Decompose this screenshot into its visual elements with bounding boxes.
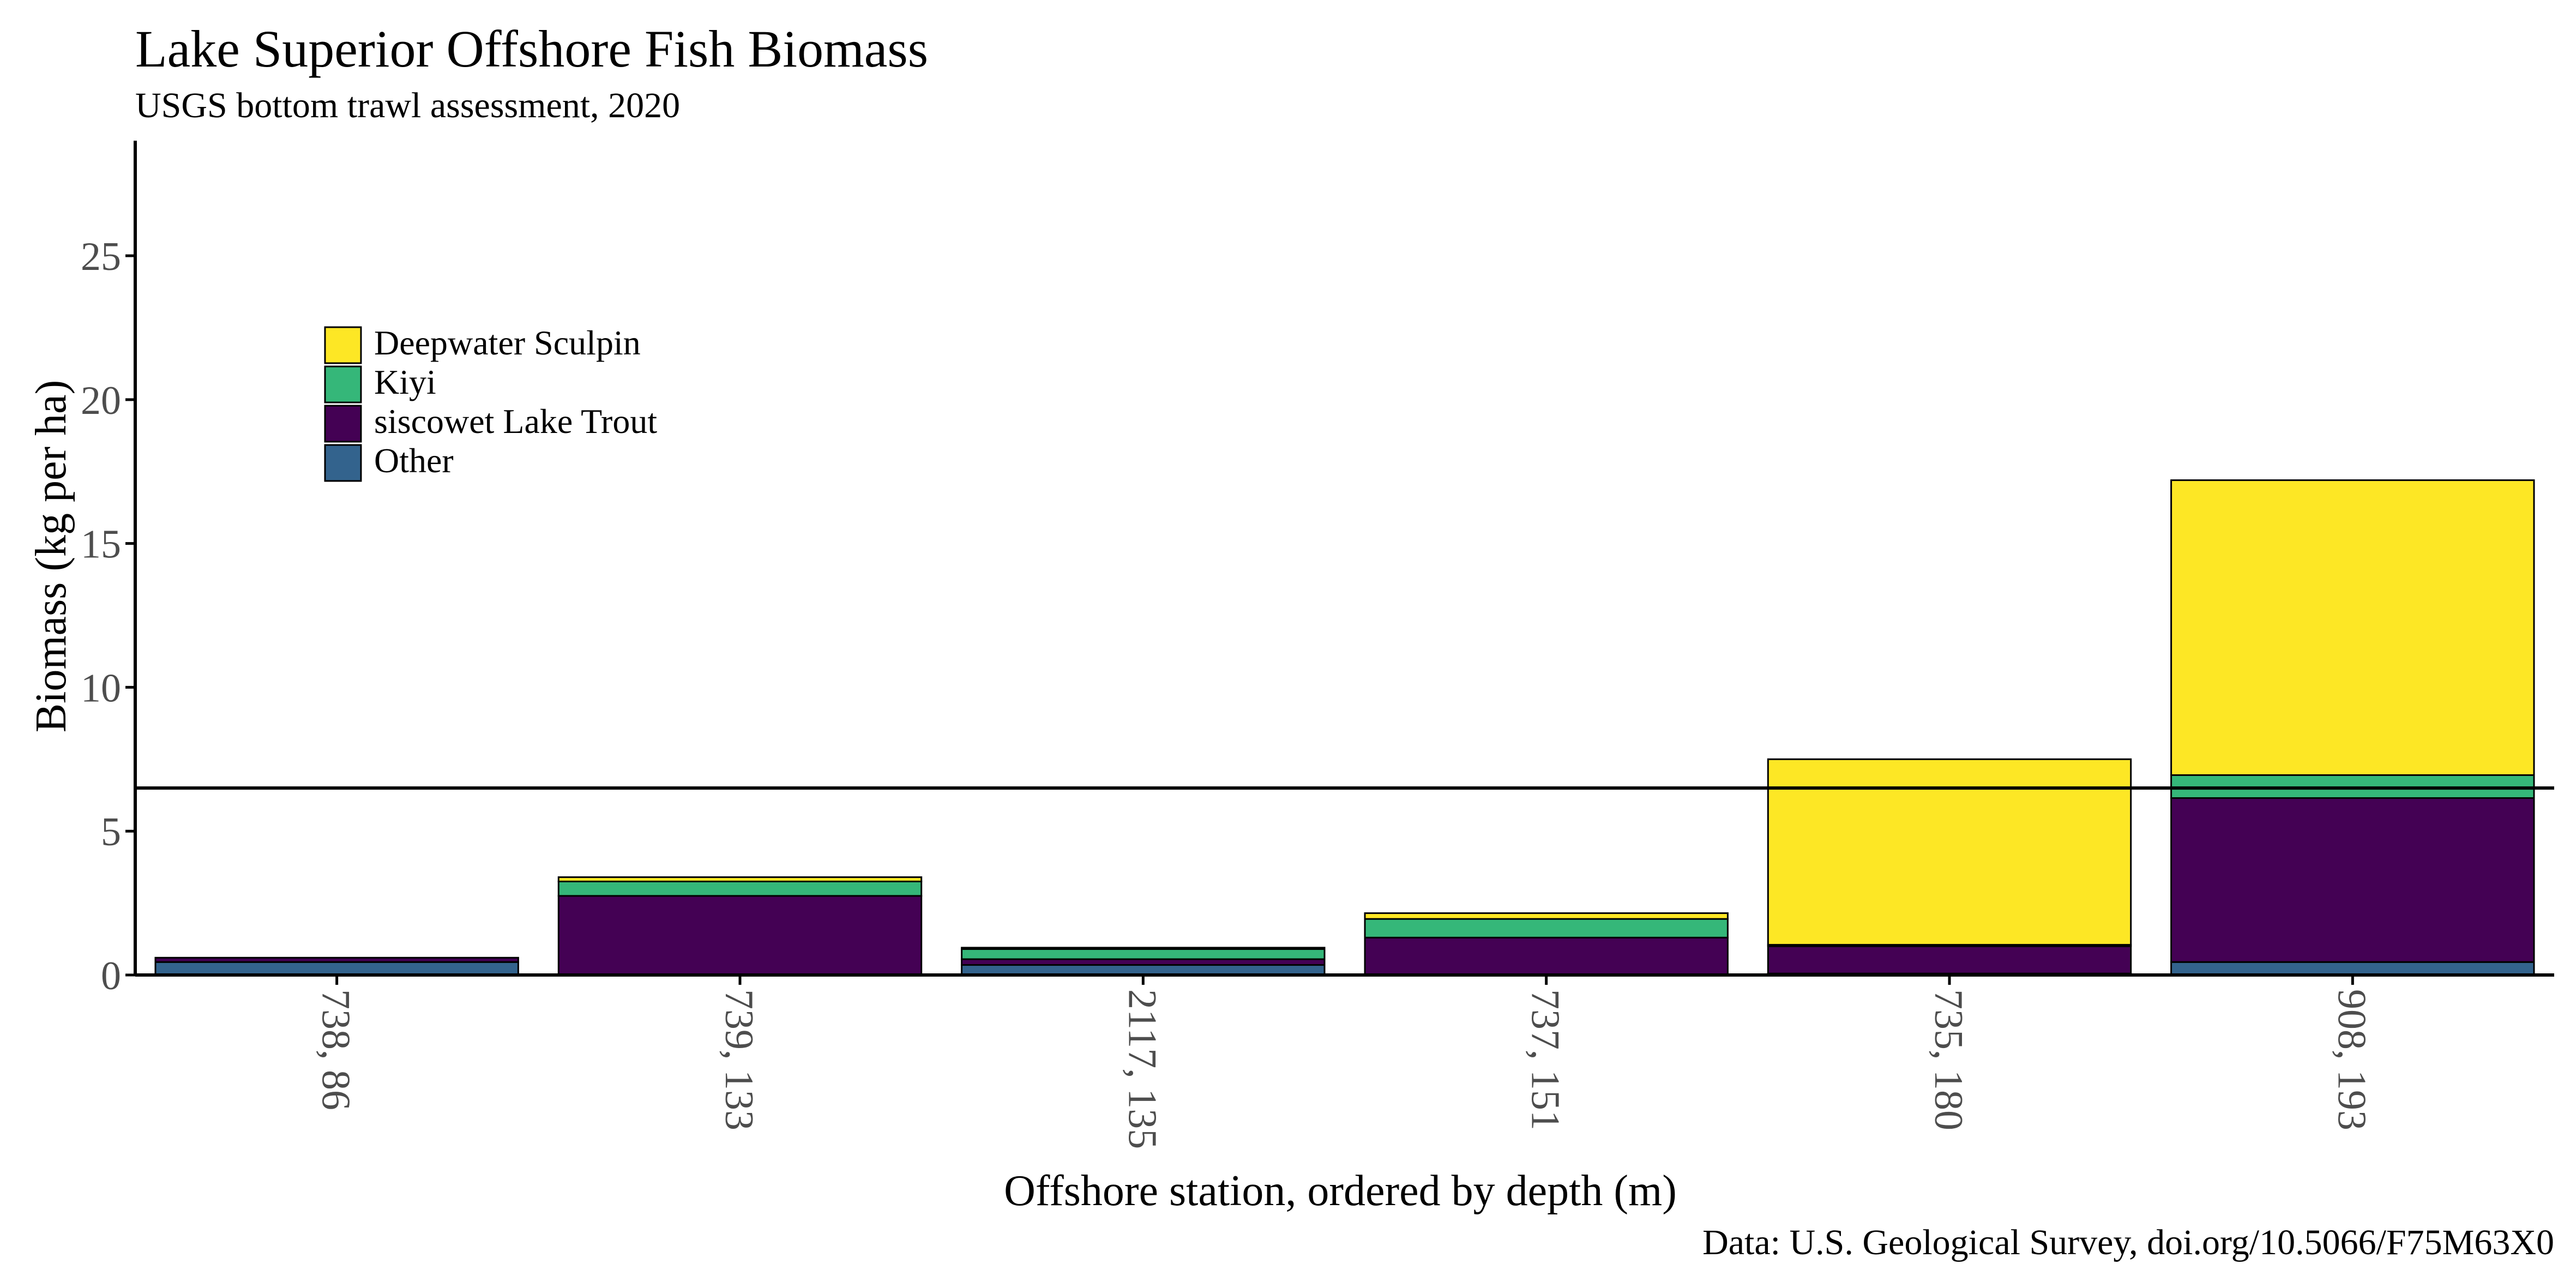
y-tick-label: 10 — [81, 666, 121, 711]
bar-segment — [961, 958, 1326, 966]
chart-caption: Data: U.S. Geological Survey, doi.org/10… — [1702, 1223, 2554, 1262]
bar-segment — [2170, 961, 2535, 976]
bar-segment — [2170, 797, 2535, 963]
bar-segment — [557, 881, 923, 897]
bar-segment — [1767, 945, 2132, 974]
chart-title: Lake Superior Offshore Fish Biomass — [135, 20, 928, 78]
y-axis-label: Biomass (kg per ha) — [27, 380, 75, 733]
legend-key — [324, 365, 362, 404]
legend-key — [324, 444, 362, 482]
x-axis: 738, 86 739, 133 2117, 135 737, 151 735, 180… — [135, 973, 2554, 1149]
bar-segment — [154, 961, 519, 976]
bar-segment — [1767, 758, 2132, 946]
y-tick-label: 25 — [81, 234, 121, 279]
legend-key — [324, 405, 362, 443]
x-axis-label: Offshore station, ordered by depth (m) — [1004, 1167, 1677, 1215]
chart-subtitle: USGS bottom trawl assessment, 2020 — [135, 86, 680, 125]
x-tick-label: 737, 151 — [1523, 989, 1568, 1130]
y-tick-label: 15 — [81, 522, 121, 567]
x-tick-label: 738, 86 — [314, 989, 358, 1110]
y-tick-label: 20 — [81, 378, 121, 423]
bar-segment — [557, 895, 923, 976]
legend-label: Kiyi — [374, 363, 436, 401]
y-tick-label: 5 — [101, 810, 121, 854]
bar-segment — [557, 876, 923, 882]
x-tick-label: 2117, 135 — [1120, 989, 1164, 1149]
bar-segment — [2170, 479, 2535, 776]
bar-segment — [961, 947, 1326, 950]
y-axis: 0 5 10 15 20 25 — [81, 141, 137, 998]
x-tick-label: 908, 193 — [2329, 989, 2374, 1130]
legend-label: siscowet Lake Trout — [374, 402, 657, 441]
bar-segment — [1364, 918, 1729, 938]
bar-segment — [154, 956, 519, 963]
bar-segment — [961, 948, 1326, 960]
bar-segment — [1364, 912, 1729, 920]
x-tick-label: 735, 180 — [1926, 989, 1971, 1130]
y-tick-label: 0 — [101, 954, 121, 998]
legend-key — [324, 326, 362, 364]
bar-segment — [1364, 936, 1729, 976]
legend-label: Other — [374, 441, 454, 480]
x-tick-label: 739, 133 — [717, 989, 761, 1130]
legend-label: Deepwater Sculpin — [374, 323, 641, 362]
